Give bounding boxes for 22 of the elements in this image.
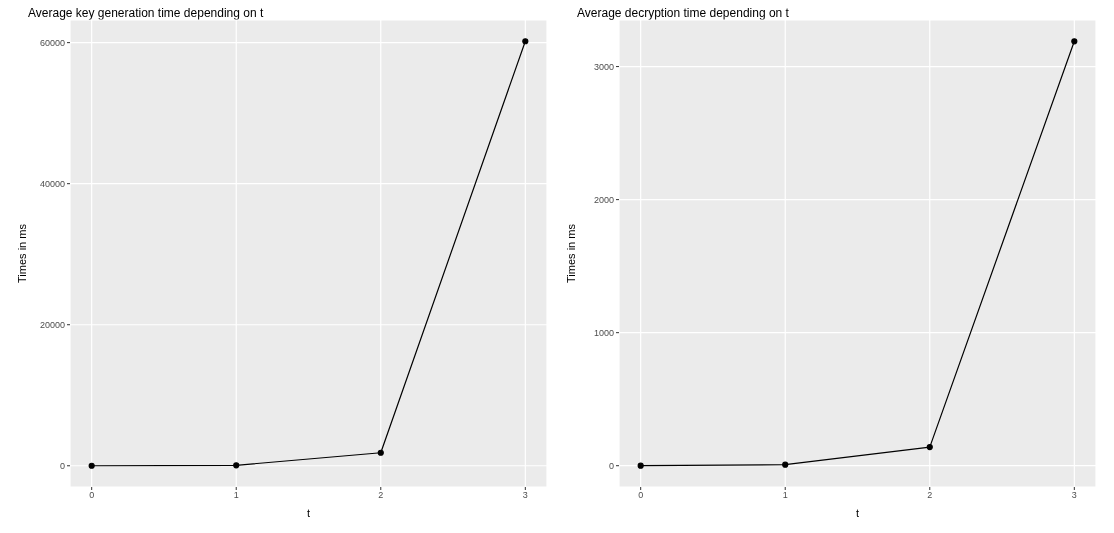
y-tick-label: 60000 (39, 37, 65, 48)
x-tick-label: 2 (378, 490, 384, 501)
chart-title: Average key generation time depending on t (28, 6, 264, 20)
x-axis-title: t (855, 507, 860, 519)
y-tick-label: 20000 (39, 319, 65, 330)
x-tick-label: 1 (782, 490, 788, 501)
x-tick-label: 3 (1071, 490, 1077, 501)
x-tick-label: 1 (233, 490, 239, 501)
x-tick-label: 0 (89, 490, 95, 501)
x-axis-title: t (306, 507, 311, 519)
x-tick-label: 0 (638, 490, 644, 501)
x-tick-label: 3 (522, 490, 528, 501)
y-axis-title: Times in ms (564, 223, 577, 283)
y-tick-label: 1000 (593, 327, 614, 338)
y-axis-title: Times in ms (15, 223, 28, 283)
chart-title: Average decryption time depending on t (577, 6, 789, 20)
x-tick-label: 2 (927, 490, 933, 501)
y-tick-label: 40000 (39, 178, 65, 189)
y-tick-label: 3000 (593, 61, 614, 72)
y-tick-label: 0 (59, 460, 65, 471)
y-tick-label: 2000 (593, 194, 614, 205)
y-tick-label: 0 (608, 460, 614, 471)
